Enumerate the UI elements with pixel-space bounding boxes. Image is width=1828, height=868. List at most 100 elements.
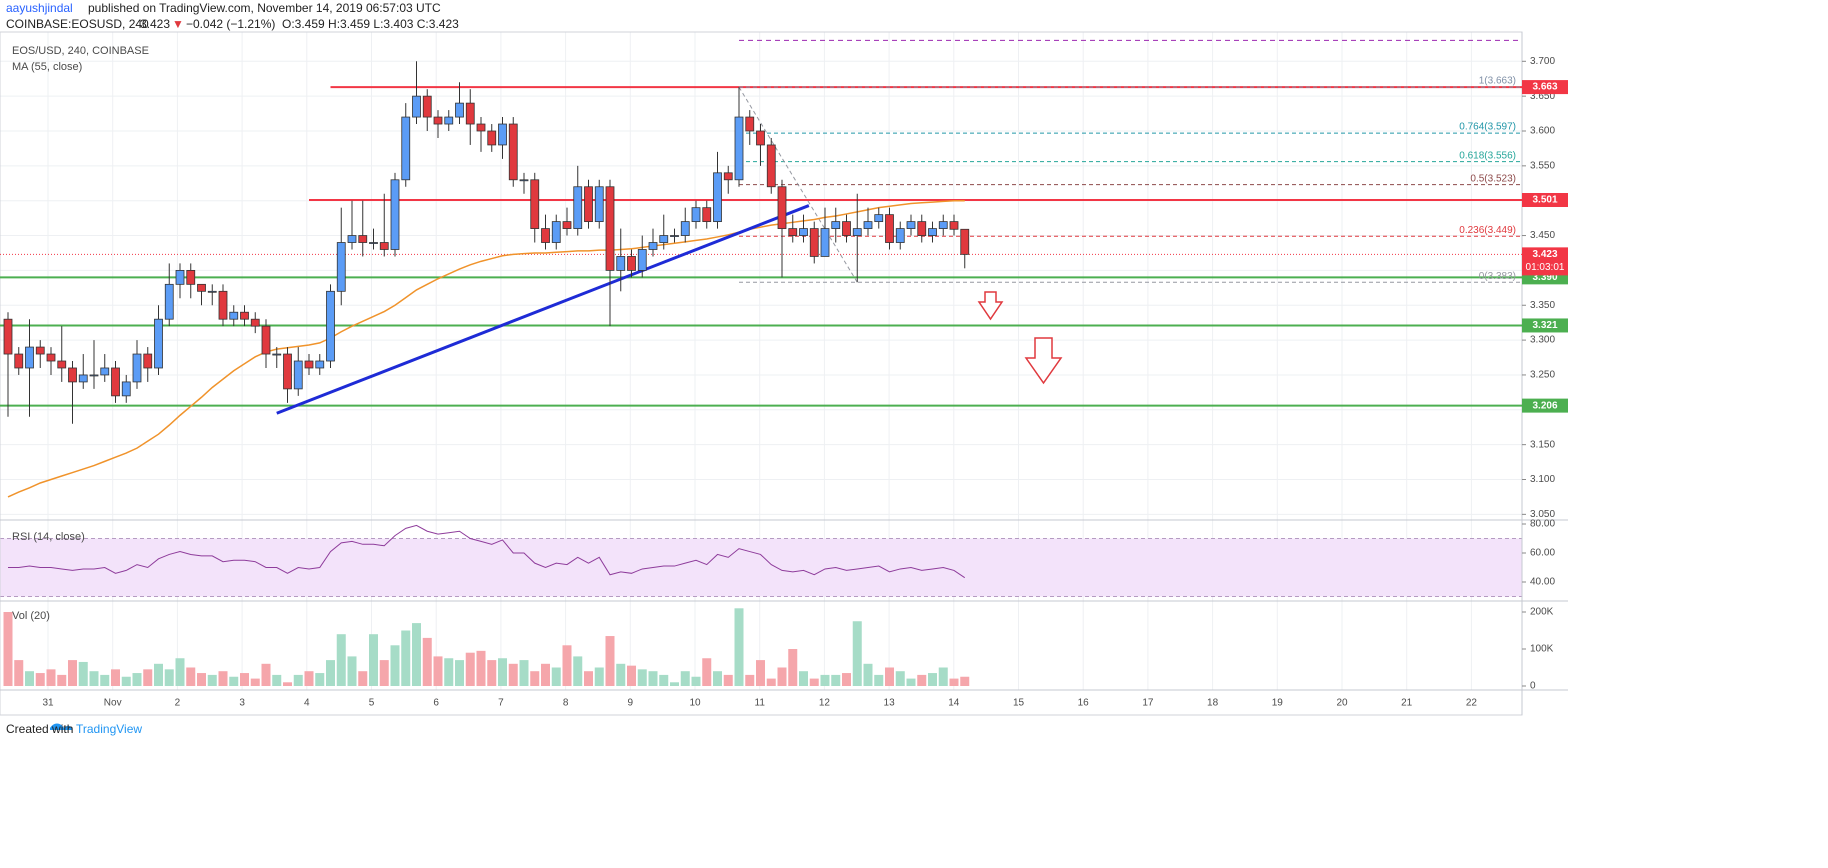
- volume-bar: [111, 669, 120, 686]
- candle-body: [261, 325, 271, 355]
- candle-body: [240, 311, 249, 320]
- x-tick-label: 12: [819, 698, 831, 709]
- candle-body: [885, 214, 894, 243]
- candle-body: [186, 269, 196, 285]
- y-tick-label: 3.300: [1530, 335, 1555, 346]
- candle-body: [756, 130, 765, 146]
- volume-bar: [197, 673, 206, 686]
- volume-bar: [885, 667, 894, 686]
- volume-bar: [164, 669, 174, 686]
- x-tick-label: 15: [1013, 698, 1025, 709]
- volume-bar: [498, 658, 507, 686]
- volume-bar: [702, 658, 712, 686]
- volume-bar: [35, 673, 45, 686]
- rsi-line: [8, 524, 966, 579]
- brand[interactable]: TradingView: [76, 722, 142, 736]
- volume-bar: [218, 671, 228, 686]
- rsi-band: [0, 538, 1522, 597]
- x-tick-label: 13: [884, 698, 896, 709]
- volume-bar: [154, 663, 163, 686]
- volume-bar: [949, 678, 959, 686]
- volume-bar: [852, 621, 862, 686]
- candle-body: [326, 290, 335, 362]
- x-tick-label: 19: [1272, 698, 1284, 709]
- current-price-label: 3.423: [1532, 249, 1557, 260]
- candle-body: [46, 353, 56, 362]
- volume-bar: [734, 608, 744, 686]
- candle-body: [401, 116, 411, 181]
- candle-body: [358, 235, 368, 243]
- volume-bar: [89, 671, 99, 686]
- candle-body: [250, 318, 260, 327]
- volume-bar: [917, 674, 927, 686]
- candle-body: [3, 318, 13, 355]
- x-tick-label: 21: [1401, 698, 1413, 709]
- fib-label: 0.236(3.449): [1459, 225, 1516, 236]
- volume-bar: [670, 682, 679, 686]
- volume-bar: [46, 669, 56, 686]
- rsi-tick-label: 80.00: [1530, 519, 1555, 530]
- x-tick-label: 4: [304, 698, 310, 709]
- candle-body: [412, 95, 421, 118]
- level-tag: [1522, 193, 1568, 208]
- candle-body: [68, 367, 77, 383]
- candle-body: [100, 367, 110, 376]
- volume-bar: [551, 667, 561, 686]
- candle-body: [455, 102, 464, 118]
- candle-body: [809, 228, 819, 257]
- countdown: 01:03:01: [1526, 262, 1565, 273]
- x-tick-label: 9: [628, 698, 634, 709]
- candle-body: [476, 123, 486, 132]
- volume-bar: [745, 674, 755, 686]
- candle-body: [229, 311, 239, 320]
- x-tick-label: 2: [175, 698, 181, 709]
- volume-bar: [261, 663, 271, 686]
- plot-area: [0, 32, 1522, 690]
- candle-body: [831, 221, 841, 229]
- volume-bar: [304, 671, 314, 686]
- volume-bar: [895, 671, 905, 686]
- volume-bar: [455, 660, 464, 686]
- candle-body: [917, 221, 927, 236]
- candle-body: [734, 116, 744, 181]
- volume-bar: [121, 676, 131, 686]
- volume-bar: [401, 630, 411, 686]
- candle-body: [89, 374, 99, 377]
- volume-bar: [272, 674, 282, 686]
- candle-body: [154, 318, 163, 369]
- volume-bar: [584, 671, 593, 686]
- candle-body: [218, 290, 228, 320]
- volume-bar: [874, 674, 884, 686]
- level-label: 3.390: [1532, 272, 1557, 283]
- fib-trend: [738, 86, 858, 283]
- volume-bar: [240, 673, 249, 686]
- level-tag: [1522, 318, 1568, 333]
- y-tick-label: 3.050: [1530, 509, 1555, 520]
- rsi-tick-label: 40.00: [1530, 577, 1555, 588]
- author[interactable]: aayushjindal: [6, 1, 73, 15]
- candle-body: [863, 221, 873, 229]
- volume-bar: [358, 671, 368, 686]
- candle-body: [143, 353, 153, 369]
- down-arrow: [977, 291, 1004, 321]
- candle-body: [895, 228, 905, 243]
- volume-bar: [831, 674, 841, 686]
- candle-body: [713, 172, 722, 223]
- x-tick-label: 5: [369, 698, 375, 709]
- volume-bar: [809, 678, 819, 686]
- x-tick-label: 17: [1142, 698, 1154, 709]
- volume-bar: [433, 656, 443, 686]
- candle-body: [111, 367, 120, 397]
- candle-body: [627, 256, 636, 271]
- volume-tick-label: 100K: [1530, 644, 1554, 655]
- volume-bar: [723, 674, 733, 686]
- volume-bar: [960, 676, 970, 686]
- down-arrow: [1024, 337, 1063, 385]
- volume-bar: [648, 671, 658, 686]
- y-tick-label: 3.650: [1530, 91, 1555, 102]
- volume-bar: [616, 663, 626, 686]
- volume-bar: [906, 678, 916, 686]
- candle-body: [336, 242, 346, 292]
- candle-body: [594, 186, 604, 223]
